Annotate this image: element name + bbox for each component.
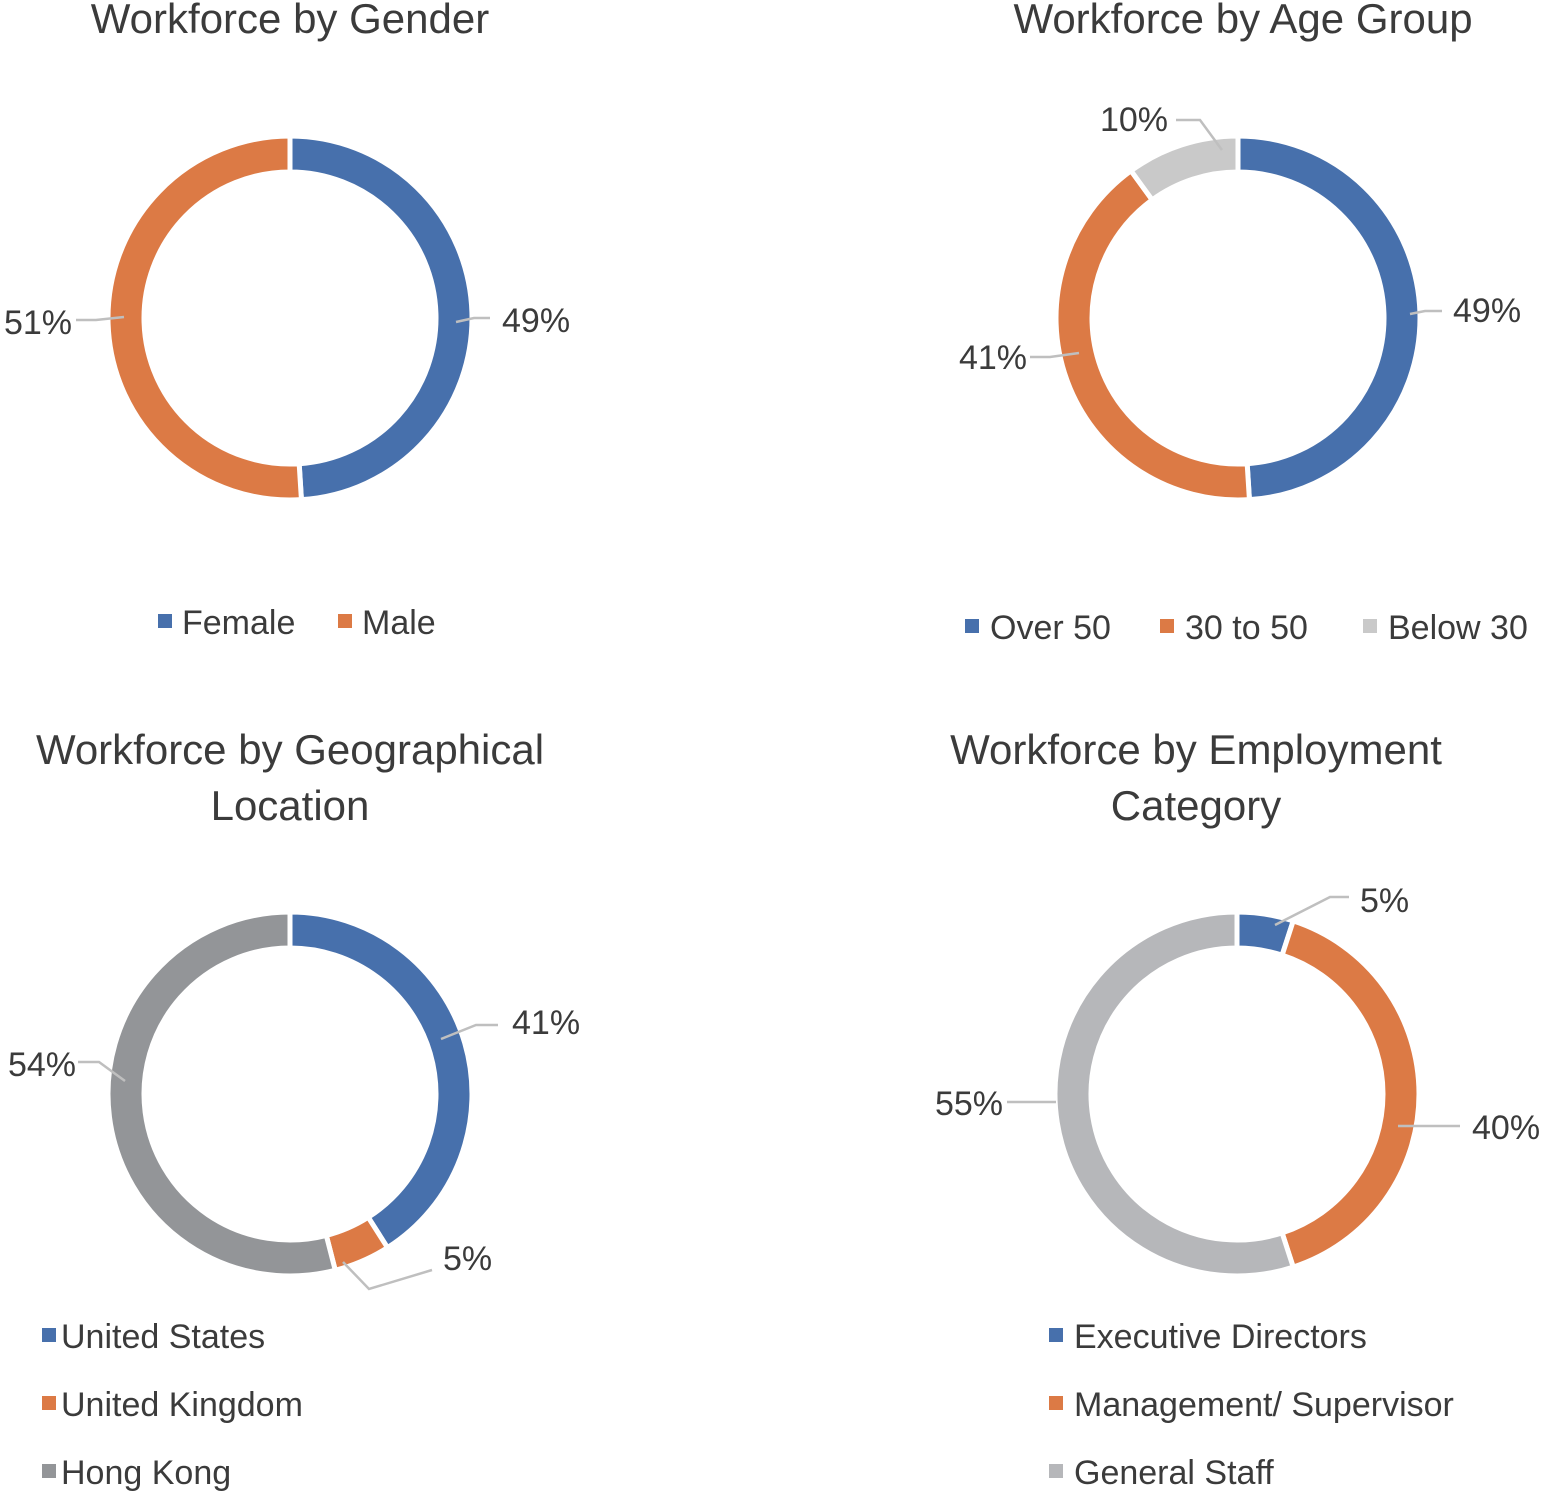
- slice-male: [105, 133, 305, 503]
- slice-over-50: [1235, 133, 1423, 503]
- legend-item-over-50: Over 50: [965, 609, 1111, 647]
- chart-title-line: Workforce by Age Group: [1013, 0, 1472, 42]
- slice-united-states: [287, 909, 475, 1252]
- slice-management-supervisor: [1278, 917, 1422, 1271]
- legend-label-female: Female: [182, 604, 295, 642]
- chart-title: Workforce by Geographical Location: [36, 726, 544, 829]
- donut-chart-3: Workforce by Geographical Location 41% 5% 54…: [8, 726, 580, 1491]
- slice-female: [287, 133, 475, 503]
- slice-below-30: [1127, 133, 1241, 204]
- legend-label-over-50: Over 50: [990, 609, 1111, 647]
- legend: Female Male: [158, 604, 436, 642]
- data-label-united-states: 41%: [512, 1004, 580, 1042]
- legend-swatch-general-staff: [1049, 1464, 1063, 1478]
- legend-item-executive-directors: Executive Directors: [1049, 1318, 1367, 1356]
- legend-item-united-states: United States: [42, 1318, 265, 1356]
- legend-swatch-hong-kong: [42, 1464, 56, 1478]
- legend-label-hong-kong: Hong Kong: [61, 1454, 231, 1491]
- data-label-management-supervisor: 40%: [1472, 1109, 1540, 1147]
- data-label-hong-kong: 54%: [8, 1046, 76, 1084]
- data-label-male: 51%: [4, 304, 72, 342]
- legend-label-general-staff: General Staff: [1074, 1454, 1274, 1491]
- legend-label-below-30: Below 30: [1388, 609, 1528, 647]
- leader-line-below-30: [1176, 118, 1224, 151]
- legend-label-united-states: United States: [61, 1318, 265, 1356]
- legend-swatch-management-supervisor: [1049, 1396, 1063, 1410]
- leader-line-30-to-50: [1030, 351, 1080, 359]
- data-label-over-50: 49%: [1453, 292, 1521, 330]
- legend: Over 50 30 to 50 Below 30: [965, 609, 1528, 647]
- legend-label-male: Male: [362, 604, 436, 642]
- donut-chart-2: Workforce by Age Group 49% 41% 10% Over 50 30…: [959, 0, 1528, 647]
- donut-chart-4: Workforce by Employment Category 5% 40% 55% E…: [935, 726, 1540, 1491]
- legend-label-united-kingdom: United Kingdom: [61, 1386, 303, 1424]
- leader-line-over-50: [1409, 309, 1442, 316]
- legend-item-female: Female: [158, 604, 295, 642]
- legend-item-30-to-50: 30 to 50: [1160, 609, 1308, 647]
- chart-title-line: Workforce by Gender: [91, 0, 489, 42]
- legend-label-30-to-50: 30 to 50: [1185, 609, 1308, 647]
- chart-title-line: Workforce by Geographical: [36, 726, 544, 773]
- leader-line-female: [455, 316, 490, 324]
- slice-hong-kong: [105, 909, 339, 1279]
- chart-title: Workforce by Age Group: [1013, 0, 1472, 42]
- legend-item-general-staff: General Staff: [1049, 1454, 1274, 1491]
- leader-line-male: [76, 315, 125, 322]
- data-label-united-kingdom: 5%: [443, 1240, 492, 1278]
- legend-item-male: Male: [338, 604, 436, 642]
- legend-item-below-30: Below 30: [1363, 609, 1528, 647]
- legend-swatch-female: [158, 614, 172, 628]
- data-label-female: 49%: [502, 302, 570, 340]
- leader-line-united-states: [440, 1023, 498, 1041]
- chart-title: Workforce by Gender: [91, 0, 489, 42]
- legend-swatch-over-50: [965, 619, 979, 633]
- legend-swatch-30-to-50: [1160, 619, 1174, 633]
- legend-label-executive-directors: Executive Directors: [1074, 1318, 1367, 1356]
- leader-line-united-kingdom: [342, 1261, 433, 1291]
- slice-general-staff: [1052, 909, 1297, 1279]
- data-label-below-30: 10%: [1100, 101, 1168, 139]
- chart-title: Workforce by Employment Category: [950, 726, 1442, 829]
- legend-swatch-united-kingdom: [42, 1396, 56, 1410]
- legend-label-management-supervisor: Management/ Supervisor: [1074, 1386, 1454, 1424]
- legend: United States United Kingdom Hong Kong: [42, 1318, 303, 1491]
- data-label-30-to-50: 41%: [959, 339, 1027, 377]
- chart-title-line: Workforce by Employment: [950, 726, 1442, 773]
- legend-swatch-united-states: [42, 1328, 56, 1342]
- legend-swatch-male: [338, 614, 352, 628]
- legend-swatch-below-30: [1363, 619, 1377, 633]
- legend-item-hong-kong: Hong Kong: [42, 1454, 231, 1491]
- donut-chart-1: Workforce by Gender 49% 51% Female Male: [4, 0, 570, 642]
- legend-item-management-supervisor: Management/ Supervisor: [1049, 1386, 1454, 1424]
- slice-30-to-50: [1053, 167, 1253, 503]
- chart-title-line: Location: [211, 782, 370, 829]
- leader-line-executive-directors: [1274, 895, 1349, 927]
- chart-title-line: Category: [1111, 782, 1281, 829]
- data-label-general-staff: 55%: [935, 1085, 1003, 1123]
- legend-swatch-executive-directors: [1049, 1328, 1063, 1342]
- legend-item-united-kingdom: United Kingdom: [42, 1386, 303, 1424]
- legend: Executive Directors Management/ Superviso…: [1049, 1318, 1454, 1491]
- leader-line-hong-kong: [78, 1060, 126, 1083]
- data-label-executive-directors: 5%: [1360, 882, 1409, 920]
